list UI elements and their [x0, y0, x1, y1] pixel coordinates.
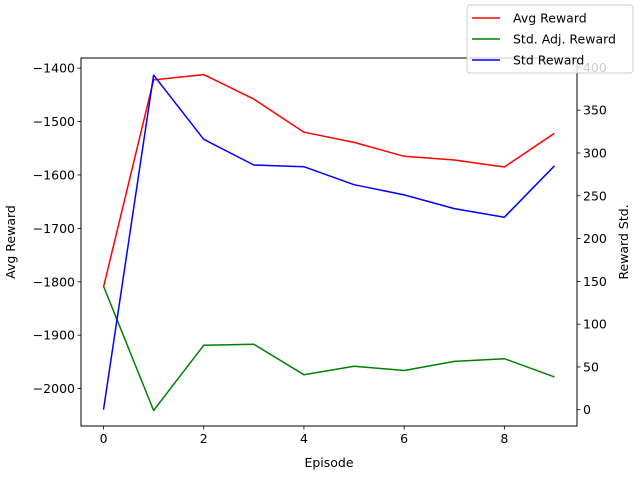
- plot-frame: [80, 57, 578, 427]
- y-left-tick-label: −1500: [33, 114, 75, 129]
- x-tick-label: 8: [500, 431, 508, 446]
- y-left-tick-label: −1400: [33, 61, 75, 76]
- y-right-tick-label: 0: [583, 402, 591, 417]
- legend-box: [466, 4, 634, 74]
- x-tick-label: 4: [300, 431, 308, 446]
- series-line-1: [102, 285, 555, 412]
- legend-label-0: Avg Reward: [513, 11, 587, 26]
- series-line-0: [102, 73, 555, 288]
- x-tick-label: 0: [100, 431, 108, 446]
- y-axis-left: −2000 −1900 −1800 −1700 −1600 −1500 −1400: [33, 61, 81, 396]
- y-left-tick-label: −1900: [33, 328, 75, 343]
- x-axis: 0 2 4 6 8: [100, 426, 508, 446]
- y-right-tick-label: 300: [583, 145, 607, 160]
- x-axis-label: Episode: [304, 455, 353, 470]
- y-right-tick-label: 350: [583, 103, 607, 118]
- series-line-2: [102, 74, 556, 410]
- y-left-tick-label: −2000: [33, 381, 75, 396]
- legend-label-2: Std Reward: [513, 53, 584, 68]
- y-right-tick-label: 250: [583, 188, 607, 203]
- y-right-tick-label: 200: [583, 231, 607, 246]
- y-right-tick-label: 50: [583, 359, 599, 374]
- x-tick-label: 6: [400, 431, 408, 446]
- y-left-tick-label: −1800: [33, 274, 75, 289]
- legend: Avg Reward Std. Adj. Reward Std Reward: [466, 4, 634, 74]
- y-axis-right-label: Reward Std.: [616, 204, 631, 279]
- y-left-tick-label: −1600: [33, 167, 75, 182]
- y-axis-left-label: Avg Reward: [3, 205, 18, 279]
- y-right-tick-label: 100: [583, 317, 607, 332]
- series-lines: [102, 73, 556, 412]
- y-axis-right: 050100150200250300350400: [577, 60, 607, 417]
- y-left-tick-label: −1700: [33, 221, 75, 236]
- x-tick-label: 2: [200, 431, 208, 446]
- legend-label-1: Std. Adj. Reward: [513, 32, 616, 47]
- y-right-tick-label: 150: [583, 274, 607, 289]
